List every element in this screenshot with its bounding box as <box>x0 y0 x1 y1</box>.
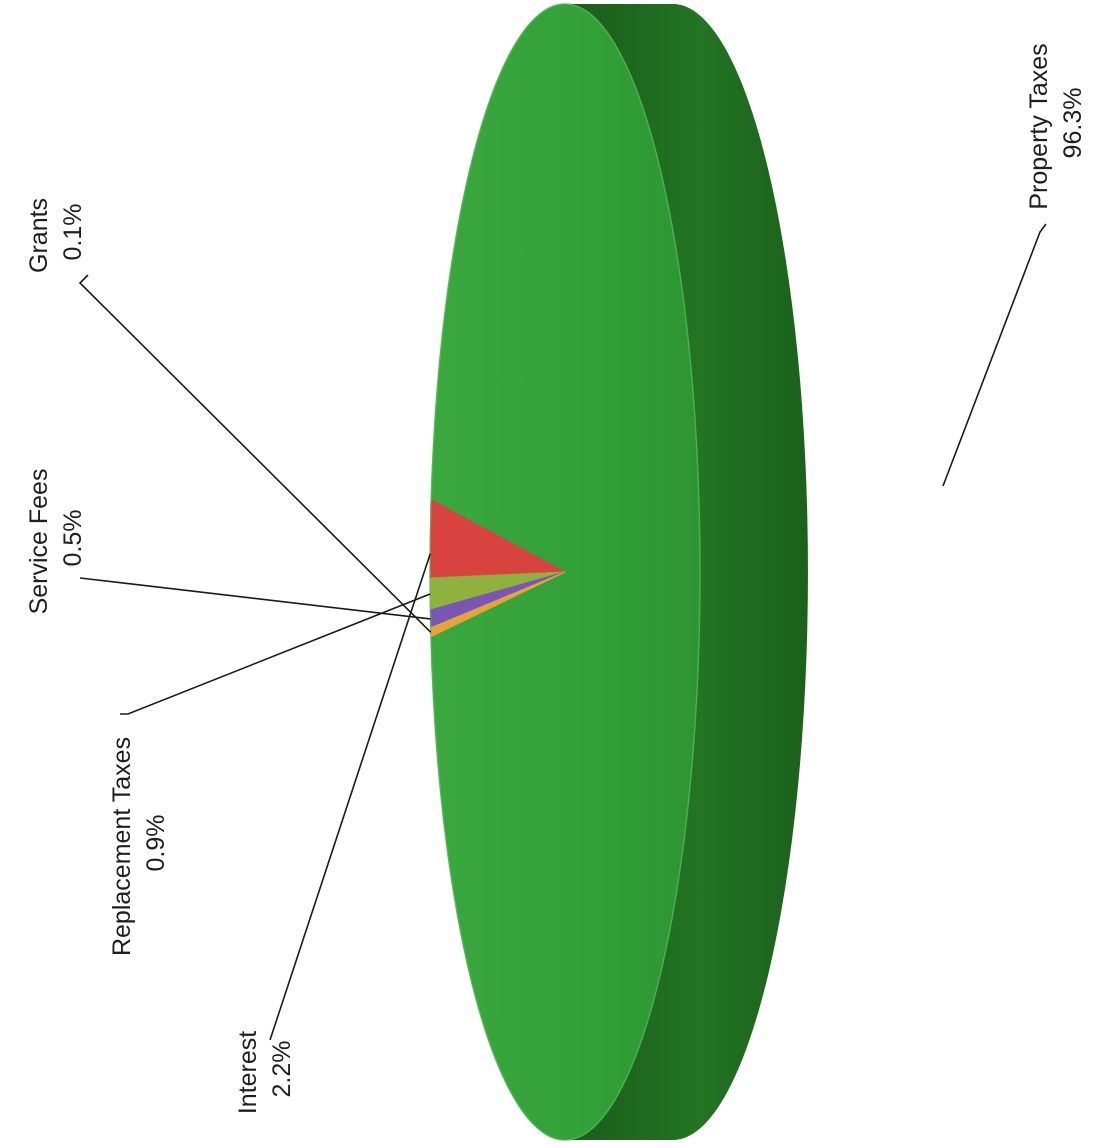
callout-labels: Property Taxes 96.3% Interest 2.2% Repla… <box>25 36 1087 1114</box>
label-interest: Interest 2.2% <box>234 1024 296 1114</box>
pie-side-wall <box>565 4 808 1140</box>
label-property-taxes: Property Taxes 96.3% <box>1025 36 1087 209</box>
label-service-fees-name: Service Fees <box>25 469 53 615</box>
label-property-taxes-name: Property Taxes <box>1025 43 1053 209</box>
pie-top-rim <box>429 3 701 1141</box>
leader-interest <box>269 553 431 1041</box>
leader-property-taxes <box>942 223 1047 487</box>
leader-service-fees <box>79 577 431 620</box>
label-replacement-taxes: Replacement Taxes 0.9% <box>108 730 170 956</box>
leader-grants <box>78 274 432 633</box>
label-grants: Grants 0.1% <box>25 191 87 273</box>
callout-lines <box>78 223 1047 1041</box>
label-property-taxes-value: 96.3% <box>1059 88 1087 159</box>
label-grants-name: Grants <box>25 198 53 273</box>
leader-replacement-taxes <box>120 593 431 715</box>
label-service-fees: Service Fees 0.5% <box>25 462 87 615</box>
label-grants-value: 0.1% <box>59 204 87 261</box>
label-interest-name: Interest <box>234 1031 262 1114</box>
label-service-fees-value: 0.5% <box>59 510 87 567</box>
pie-slices <box>429 3 701 1141</box>
label-interest-value: 2.2% <box>268 1041 296 1098</box>
label-replacement-taxes-value: 0.9% <box>142 815 170 872</box>
label-replacement-taxes-name: Replacement Taxes <box>108 737 136 956</box>
